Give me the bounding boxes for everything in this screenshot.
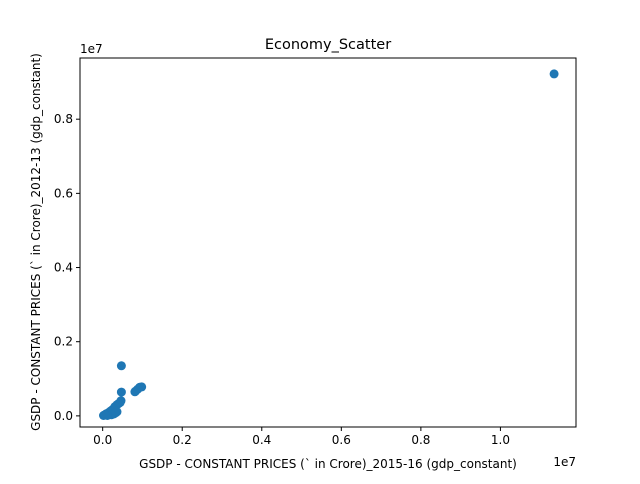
x-axis-label: GSDP - CONSTANT PRICES (` in Crore)_2015… xyxy=(139,457,517,471)
data-point-6 xyxy=(130,387,140,397)
data-point-7 xyxy=(116,387,126,397)
x-tick-label-1: 0.2 xyxy=(173,433,192,447)
chart-title: Economy_Scatter xyxy=(265,37,391,53)
y-axis-offset-label: 1e7 xyxy=(80,42,103,56)
y-tick-label-2: 0.4 xyxy=(54,261,73,275)
y-tick-label-1: 0.2 xyxy=(54,335,73,349)
data-point-0 xyxy=(549,69,559,79)
plot-area-frame xyxy=(79,57,577,428)
x-tick-label-5: 1.0 xyxy=(491,433,510,447)
x-tick-label-2: 0.4 xyxy=(252,433,271,447)
data-point-1 xyxy=(116,361,126,371)
y-axis-ticks: 0.0 0.2 0.4 0.6 0.8 xyxy=(54,112,80,423)
data-points xyxy=(99,69,559,420)
y-tick-label-4: 0.8 xyxy=(54,112,73,126)
y-tick-label-0: 0.0 xyxy=(54,409,73,423)
x-tick-label-4: 0.8 xyxy=(411,433,430,447)
x-axis-offset-label: 1e7 xyxy=(553,455,576,469)
y-axis-label: GSDP - CONSTANT PRICES (` in Crore)_2012… xyxy=(29,53,43,431)
x-axis-ticks: 0.0 0.2 0.4 0.6 0.8 1.0 xyxy=(93,427,510,447)
x-tick-label-0: 0.0 xyxy=(93,433,112,447)
x-tick-label-3: 0.6 xyxy=(332,433,351,447)
y-tick-label-3: 0.6 xyxy=(54,186,73,200)
data-point-27 xyxy=(100,410,110,420)
